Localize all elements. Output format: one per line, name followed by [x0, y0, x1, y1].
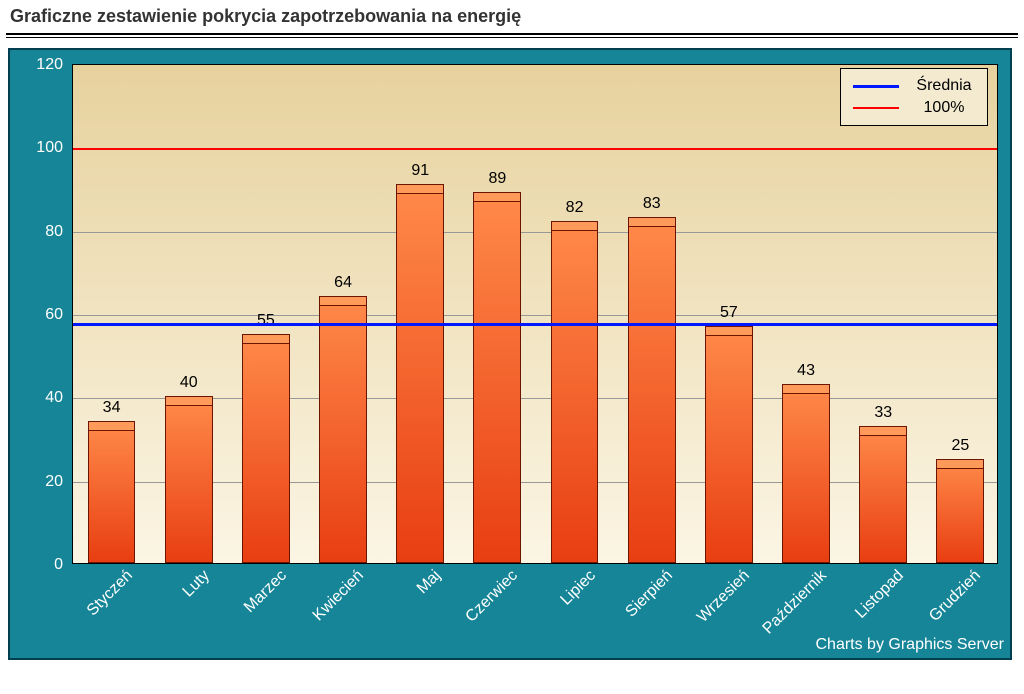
bar-value-label: 82	[566, 199, 584, 217]
bar-value-label: 33	[874, 404, 892, 422]
reference-line-hundred	[73, 148, 997, 150]
bar-face	[551, 221, 599, 563]
legend-item: Średnia	[853, 75, 975, 97]
divider-thin	[6, 37, 1018, 38]
bar	[319, 296, 367, 563]
legend-swatch	[853, 107, 899, 109]
bar-value-label: 43	[797, 362, 815, 380]
y-tick-label: 60	[45, 306, 73, 324]
y-tick-label: 40	[45, 389, 73, 407]
chart-legend: Średnia 100%	[840, 68, 988, 126]
bar-value-label: 34	[103, 399, 121, 417]
bar	[705, 326, 753, 564]
bar-cap	[628, 217, 676, 227]
bar	[628, 217, 676, 563]
y-tick-label: 80	[45, 223, 73, 241]
bar-value-label: 89	[489, 170, 507, 188]
bar-value-label: 40	[180, 374, 198, 392]
bar-face	[628, 217, 676, 563]
page-title: Graficzne zestawienie pokrycia zapotrzeb…	[0, 0, 1024, 33]
chart-credits: Charts by Graphics Server	[815, 636, 1004, 654]
bar	[88, 421, 136, 563]
bar	[396, 184, 444, 563]
chart-outer: 02040608010012034Styczeń40Luty55Marzec64…	[8, 48, 1012, 660]
bar-value-label: 57	[720, 304, 738, 322]
bar-cap	[551, 221, 599, 231]
bar-face	[319, 296, 367, 563]
bar-face	[859, 426, 907, 564]
bar	[242, 334, 290, 563]
bar-cap	[936, 459, 984, 469]
chart-plot-area: 02040608010012034Styczeń40Luty55Marzec64…	[72, 64, 998, 564]
y-tick-label: 0	[54, 556, 73, 574]
bar-cap	[242, 334, 290, 344]
y-tick-label: 20	[45, 473, 73, 491]
legend-label: 100%	[913, 99, 975, 117]
reference-line-avg	[73, 323, 997, 326]
bar-face	[165, 396, 213, 563]
bar	[859, 426, 907, 564]
bar-face	[782, 384, 830, 563]
bar	[782, 384, 830, 563]
bar-cap	[319, 296, 367, 306]
divider-thick	[6, 33, 1018, 35]
bar-value-label: 25	[952, 437, 970, 455]
bar	[936, 459, 984, 563]
gridline	[73, 315, 997, 316]
y-tick-label: 100	[36, 139, 73, 157]
bar-cap	[473, 192, 521, 202]
legend-label: Średnia	[913, 77, 975, 95]
legend-swatch	[853, 85, 899, 88]
bar-cap	[705, 326, 753, 336]
bar-face	[242, 334, 290, 563]
bar-cap	[859, 426, 907, 436]
gridline	[73, 232, 997, 233]
bar-value-label: 55	[257, 312, 275, 330]
bar-cap	[165, 396, 213, 406]
bar-face	[88, 421, 136, 563]
bar	[551, 221, 599, 563]
bar-cap	[88, 421, 136, 431]
bar-value-label: 64	[334, 274, 352, 292]
legend-item: 100%	[853, 97, 975, 119]
y-tick-label: 120	[36, 56, 73, 74]
bar-cap	[396, 184, 444, 194]
bar-value-label: 83	[643, 195, 661, 213]
bar-value-label: 91	[411, 162, 429, 180]
bar-face	[473, 192, 521, 563]
bar-face	[705, 326, 753, 564]
bar-cap	[782, 384, 830, 394]
bar-face	[396, 184, 444, 563]
bar	[473, 192, 521, 563]
bar-face	[936, 459, 984, 563]
bar	[165, 396, 213, 563]
